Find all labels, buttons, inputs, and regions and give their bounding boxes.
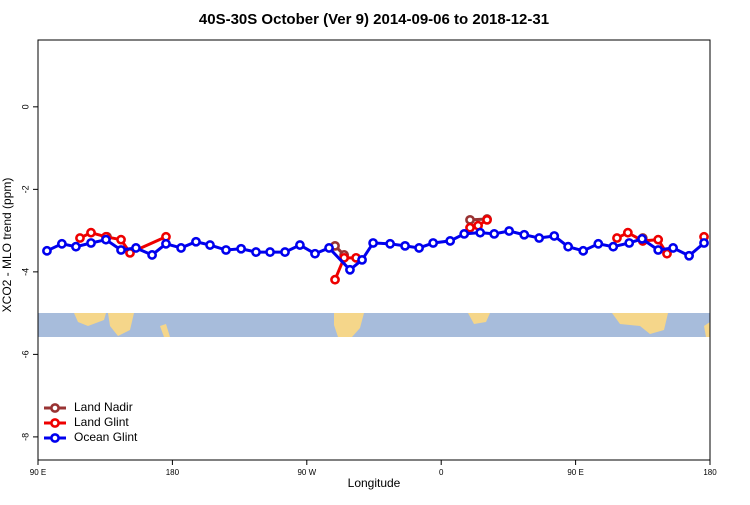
x-tick-label: 0 (439, 468, 444, 477)
chart-title: 40S-30S October (Ver 9) 2014-09-06 to 20… (199, 11, 549, 28)
point (280, 247, 290, 257)
point (400, 240, 410, 251)
point (295, 240, 305, 250)
point (459, 229, 470, 239)
map-land (704, 322, 710, 337)
legend-label: Land Glint (74, 415, 129, 429)
map-land (108, 313, 134, 336)
y-tick-label: -4 (20, 268, 30, 276)
x-tick-label: 90 W (297, 468, 316, 477)
point (131, 243, 141, 253)
point (608, 241, 619, 252)
legend-marker (50, 418, 60, 428)
point (534, 233, 545, 243)
point (445, 236, 456, 246)
map-land (612, 313, 668, 334)
legend-marker (50, 433, 60, 443)
point (116, 234, 126, 245)
map-strip (38, 313, 710, 337)
point (86, 227, 96, 238)
point (357, 255, 367, 265)
y-tick-label: 0 (20, 104, 30, 109)
point (86, 238, 96, 248)
point (653, 234, 664, 245)
map-land (160, 324, 170, 337)
point (71, 241, 81, 252)
point (265, 247, 275, 257)
map-land (74, 313, 106, 326)
point (684, 250, 694, 261)
point (368, 238, 379, 248)
point (56, 238, 67, 249)
point (637, 233, 647, 244)
y-tick-label: -6 (20, 350, 30, 358)
y-tick-label: -2 (20, 185, 30, 193)
series-line (46, 229, 706, 272)
point (482, 214, 492, 225)
map-land (334, 313, 364, 337)
point (699, 238, 709, 248)
point (176, 243, 186, 253)
legend-marker (50, 403, 60, 413)
point (205, 240, 215, 250)
x-tick-label: 90 E (30, 468, 46, 477)
point (465, 222, 475, 233)
point (221, 245, 231, 255)
point (324, 243, 334, 253)
point (489, 229, 500, 239)
point (465, 214, 475, 225)
point (414, 243, 424, 253)
map-ocean (38, 313, 710, 337)
y-tick-label: -8 (20, 433, 30, 441)
point (330, 274, 340, 285)
point (428, 238, 439, 248)
y-axis-label: XCO2 - MLO trend (ppm) (0, 178, 14, 313)
point (191, 236, 201, 247)
point (147, 250, 157, 260)
x-tick-label: 90 E (567, 468, 583, 477)
point (563, 241, 574, 252)
point (622, 227, 633, 238)
point (653, 245, 664, 255)
point (236, 243, 246, 254)
series-line (335, 219, 643, 255)
point (310, 248, 320, 259)
point (101, 234, 111, 245)
point (519, 229, 530, 240)
point (251, 247, 261, 257)
point (75, 233, 85, 243)
legend-label: Ocean Glint (74, 430, 138, 444)
point (624, 238, 635, 248)
legend-label: Land Nadir (74, 400, 133, 414)
point (42, 245, 52, 256)
point (504, 226, 515, 236)
point (578, 245, 589, 256)
point (475, 227, 486, 238)
point (549, 231, 560, 241)
point (116, 245, 126, 255)
point (345, 264, 355, 275)
point (161, 238, 171, 249)
x-tick-label: 180 (166, 468, 180, 477)
map-land (468, 313, 490, 324)
point (668, 243, 679, 253)
x-axis-label: Longitude (348, 476, 401, 490)
point (593, 238, 604, 249)
x-tick-label: 180 (703, 468, 717, 477)
point (612, 233, 622, 243)
point (385, 238, 396, 249)
plot-frame (37, 39, 711, 461)
